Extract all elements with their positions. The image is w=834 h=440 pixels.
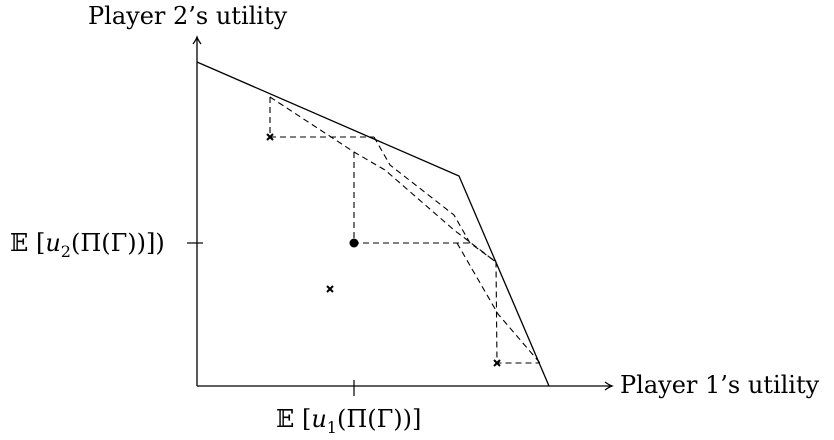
y-tick-sub: 2 bbox=[60, 241, 71, 261]
y-tick-open: [ bbox=[35, 229, 46, 257]
x-tick-open: [ bbox=[301, 405, 312, 433]
filled-dot-icon bbox=[349, 238, 359, 248]
cross-marker-icon bbox=[266, 133, 274, 141]
dashed-boundary-outer bbox=[373, 136, 497, 263]
x-tick-var: u bbox=[311, 405, 327, 433]
y-tick-rest: (Π(Γ))] bbox=[70, 229, 156, 257]
x-tick-bb: 𝔼 bbox=[276, 405, 295, 433]
x-tick-sub: 1 bbox=[326, 417, 337, 437]
y-tick-label: 𝔼 [u2(Π(Γ))]) bbox=[10, 231, 165, 260]
dashed-boundary-upper bbox=[269, 97, 374, 138]
y-tick-var: u bbox=[45, 229, 61, 257]
pareto-frontier bbox=[196, 61, 550, 387]
y-axis-label: Player 2’s utility bbox=[88, 2, 288, 30]
y-tick-bb: 𝔼 bbox=[10, 229, 29, 257]
x-axis-label: Player 1’s utility bbox=[620, 371, 820, 399]
cross-marker-icon bbox=[326, 285, 334, 293]
cross-marker-icon bbox=[493, 359, 501, 367]
x-tick-rest: (Π(Γ))] bbox=[336, 405, 422, 433]
dashed-descent bbox=[456, 242, 541, 364]
x-tick-label: 𝔼 [u1(Π(Γ))] bbox=[276, 407, 421, 436]
y-tick-close: ) bbox=[155, 229, 165, 257]
dashed-box-disagreement bbox=[353, 152, 470, 244]
